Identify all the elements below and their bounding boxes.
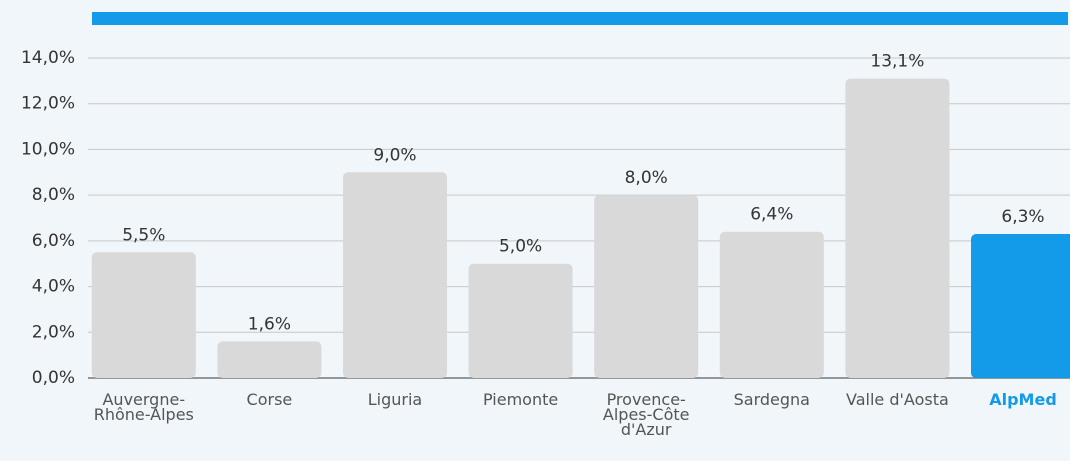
bar [845,78,950,379]
value-label: 13,1% [870,52,924,72]
y-tick-label: 10,0% [21,139,75,159]
value-label: 8,0% [625,168,668,188]
y-tick-label: 14,0% [21,48,75,68]
header-band [92,12,1068,25]
y-tick-label: 2,0% [32,322,75,342]
value-label: 6,4% [750,205,793,225]
y-tick-label: 4,0% [32,277,75,297]
value-label: 1,6% [248,314,291,334]
bar [468,263,573,378]
y-tick-label: 8,0% [32,185,75,205]
y-tick-label: 0,0% [32,368,75,388]
bar [217,341,322,378]
x-tick-label: Corse [246,390,293,409]
value-label: 5,5% [122,225,165,245]
value-label: 9,0% [373,145,416,165]
x-tick-label: Provence-Alpes-Côte d'Azur [602,390,690,439]
x-tick-label: Piemonte [482,390,559,409]
bar [719,231,824,378]
value-label: 5,0% [499,237,542,257]
x-tick-label: AlpMed [989,390,1057,409]
x-tick-label: Liguria [367,390,423,409]
x-tick-label: Sardegna [733,390,810,409]
bar [91,252,196,378]
y-tick-label: 6,0% [32,231,75,251]
value-label: 6,3% [1001,207,1044,227]
x-tick-label: Valle d'Aosta [846,390,949,409]
bar [971,234,1070,378]
x-tick-label: Auvergne-Rhône-Alpes [93,390,194,424]
bar [343,172,447,378]
bar [594,195,699,378]
y-tick-label: 12,0% [21,94,75,114]
